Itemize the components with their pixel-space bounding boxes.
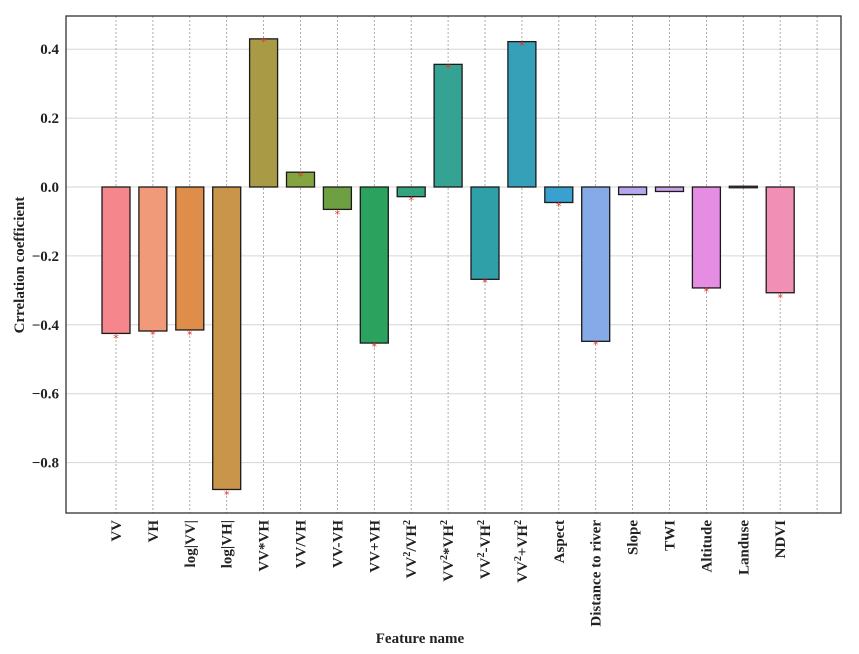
plot-frame <box>65 15 842 514</box>
x-tick-label: VV2*VH2 <box>439 520 457 582</box>
x-tick-label: Landuse <box>736 520 752 575</box>
y-tick-label: −0.4 <box>32 318 60 334</box>
x-tick-label: VV+VH <box>367 520 383 573</box>
star-marker: * <box>150 328 156 341</box>
star-marker: * <box>335 208 341 221</box>
star-marker: * <box>298 170 304 183</box>
y-tick-label: 0.4 <box>40 42 59 58</box>
y-tick-label: −0.8 <box>32 456 59 472</box>
x-tick-label: VV2+VH2 <box>513 520 531 583</box>
star-marker: * <box>777 292 783 305</box>
bar <box>507 40 537 188</box>
star-marker: * <box>261 36 267 49</box>
star-marker: * <box>445 61 451 74</box>
star-marker: * <box>187 328 193 341</box>
bars <box>101 38 795 491</box>
bar <box>470 186 500 280</box>
bar <box>212 186 242 491</box>
bar <box>691 186 722 289</box>
x-tick-label: NDVI <box>773 520 789 558</box>
bar <box>359 186 389 344</box>
bar <box>433 63 463 188</box>
star-marker: * <box>482 277 488 290</box>
y-tick-label: −0.6 <box>32 387 60 403</box>
x-axis-label: Feature name <box>376 631 465 647</box>
x-tick-label: log|VH| <box>220 520 236 568</box>
bar <box>396 186 426 198</box>
x-tick-label: VV2/VH2 <box>402 520 420 578</box>
star-marker: * <box>372 340 378 353</box>
bar <box>248 38 279 188</box>
bar <box>728 185 758 189</box>
x-tick-label: VH <box>146 520 162 543</box>
x-tick-label: VV2-VH2 <box>476 520 494 579</box>
star-marker: * <box>593 339 599 352</box>
x-tick-labels: VV VH log|VV| log|VH| VV*VH VV/VH VV-VH VV+VH VV… <box>109 520 789 627</box>
bar <box>617 186 648 196</box>
y-tick-label: 0.2 <box>40 111 59 127</box>
bar <box>175 186 205 331</box>
bar <box>322 186 353 211</box>
x-tick-label: TWI <box>663 520 679 551</box>
markers: * * * * * * * * * * * * * * * * <box>113 36 783 502</box>
y-tick-label: −0.2 <box>32 249 59 265</box>
bar <box>654 186 685 193</box>
x-tick-label: Slope <box>626 520 642 555</box>
x-tick-label: Aspect <box>552 520 568 563</box>
bar <box>285 171 316 188</box>
x-tick-label: VV*VH <box>257 520 273 572</box>
x-tick-label: VV <box>109 520 125 542</box>
y-tick-label: 0.0 <box>40 180 59 196</box>
star-marker: * <box>556 200 562 213</box>
bar <box>765 186 795 294</box>
y-tick-labels: 0.4 0.2 0.0 −0.2 −0.4 −0.6 −0.8 <box>32 42 60 471</box>
bar <box>138 186 168 332</box>
star-marker: * <box>408 194 414 207</box>
star-marker: * <box>519 39 525 52</box>
star-marker: * <box>704 285 710 298</box>
x-tick-label: log|VV| <box>183 520 199 567</box>
bar <box>581 186 611 342</box>
star-marker: * <box>224 489 230 502</box>
x-tick-label: Distance to river <box>589 520 605 627</box>
y-axis-label: Crrelation coefficient <box>12 197 28 334</box>
x-tick-label: VV-VH <box>330 520 346 568</box>
bar <box>544 186 574 204</box>
x-tick-label: VV/VH <box>294 520 310 569</box>
star-marker: * <box>113 332 119 345</box>
bar <box>101 186 131 335</box>
x-tick-label: Altitude <box>699 520 715 573</box>
